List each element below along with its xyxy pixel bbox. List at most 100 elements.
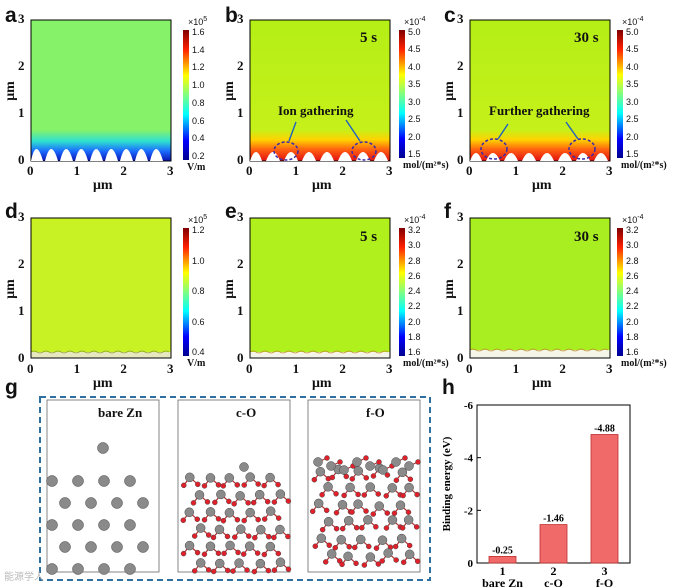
- ytick-f: 0: [457, 350, 464, 365]
- zn-atom: [374, 501, 385, 511]
- o-atom: [215, 482, 222, 488]
- o-atom: [346, 544, 352, 550]
- o-atom: [319, 492, 325, 498]
- colorbar-tick-e: 2.8: [408, 255, 421, 266]
- o-atom: [252, 534, 258, 541]
- zn-atom: [391, 457, 401, 467]
- zn-atom: [46, 475, 58, 487]
- o-atom: [363, 475, 370, 481]
- o-atom: [212, 499, 218, 506]
- zn-atom: [72, 519, 84, 531]
- xlabel-f: μm: [532, 376, 552, 391]
- bar-value-label: -4.88: [594, 423, 615, 434]
- xtick-c: 3: [606, 163, 613, 178]
- colorbar-tick-f: 3.2: [626, 225, 639, 235]
- zn-atom: [315, 466, 326, 477]
- ytick-d: 0: [18, 350, 25, 365]
- xtick-b: 2: [339, 163, 346, 178]
- zn-atom: [239, 462, 249, 472]
- panel-a-bumps: [31, 149, 163, 161]
- zn-atom: [72, 475, 84, 487]
- o-atom: [266, 533, 272, 540]
- ytick-c: 3: [457, 11, 464, 26]
- zn-atom: [255, 558, 266, 569]
- o-atom: [363, 455, 369, 461]
- zn-atom: [352, 457, 362, 467]
- colorbar-tick-f: 2.6: [626, 270, 639, 281]
- o-atom: [241, 517, 247, 524]
- zn-atom: [383, 548, 393, 558]
- ytick-e: 3: [237, 209, 244, 224]
- o-atom: [201, 551, 208, 558]
- colorbar-b: [399, 30, 405, 158]
- zn-atom: [224, 473, 235, 483]
- colorbar-tick-c: 1.5: [626, 149, 639, 159]
- zn-atom: [124, 519, 136, 531]
- zn-atom: [378, 465, 388, 475]
- y-tick-label: -4: [464, 453, 474, 465]
- colorbar-tick-f: 3.0: [626, 240, 639, 251]
- xlabel-c: μm: [532, 178, 552, 193]
- zn-atom: [343, 515, 354, 526]
- xtick-f: 2: [559, 361, 566, 376]
- o-atom: [255, 481, 261, 487]
- ylabel-e: μm: [221, 278, 237, 299]
- zn-atom: [323, 482, 333, 492]
- o-atom: [400, 492, 406, 499]
- colorbar-tick-b: 4.5: [408, 44, 421, 55]
- x-category-name: bare Zn: [482, 576, 523, 588]
- zn-atom: [124, 563, 136, 575]
- x-category-name: f-O: [596, 576, 613, 588]
- colorbar-tick-a: 0.8: [192, 97, 205, 108]
- o-atom: [407, 476, 414, 483]
- colorbar-tick-e: 3.0: [408, 240, 421, 251]
- o-atom: [355, 491, 361, 498]
- o-atom: [373, 524, 379, 530]
- zn-atom: [98, 475, 110, 487]
- ytick-b: 0: [237, 152, 244, 167]
- zn-atom: [205, 473, 216, 483]
- colorbar-tick-d: 1.0: [192, 255, 205, 266]
- o-atom: [275, 550, 282, 557]
- x-tick-label: 1: [500, 564, 506, 578]
- ytick-e: 1: [237, 303, 244, 318]
- o-atom: [285, 533, 291, 540]
- colorbar-tick-f: 1.8: [626, 331, 639, 342]
- o-atom: [180, 550, 187, 557]
- colorbar-tick-b: 3.5: [408, 79, 421, 90]
- xlabel-a: μm: [93, 178, 113, 193]
- o-atom: [365, 543, 372, 550]
- zn-atom: [205, 507, 216, 517]
- o-atom: [232, 534, 238, 540]
- zn-atom: [235, 491, 245, 501]
- zn-atom: [244, 541, 255, 551]
- o-atom: [220, 518, 227, 524]
- o-atom: [264, 498, 271, 505]
- colorbar-f: [617, 228, 623, 356]
- o-atom: [215, 516, 222, 522]
- o-atom: [271, 534, 277, 541]
- colorbar-a: [183, 30, 189, 160]
- panel-letter-b: b: [225, 4, 238, 27]
- zn-atom: [225, 540, 235, 551]
- o-atom: [210, 568, 217, 575]
- colorbar-tick-c: 4.0: [626, 61, 639, 72]
- zn-atom: [236, 524, 246, 534]
- colorbar-tick-d: 1.2: [192, 225, 205, 235]
- arrow-right: [345, 119, 361, 142]
- o-atom: [383, 525, 390, 531]
- xlabel-b: μm: [312, 178, 332, 193]
- colorbar-c: [617, 30, 623, 158]
- ylabel-a: μm: [2, 80, 18, 101]
- xtick-c: 1: [512, 163, 520, 178]
- colorbar-tick-c: 5.0: [626, 27, 639, 37]
- o-atom: [221, 550, 227, 557]
- y-tick-label: -6: [464, 400, 474, 412]
- colorbar-unit-c: mol/(m²*s): [621, 160, 667, 171]
- colorbar-tick-b: 2.5: [408, 114, 421, 125]
- xtick-f: 0: [466, 361, 473, 376]
- o-atom: [391, 510, 398, 516]
- zn-atom: [323, 516, 334, 527]
- o-atom: [180, 517, 187, 524]
- o-atom: [384, 510, 391, 516]
